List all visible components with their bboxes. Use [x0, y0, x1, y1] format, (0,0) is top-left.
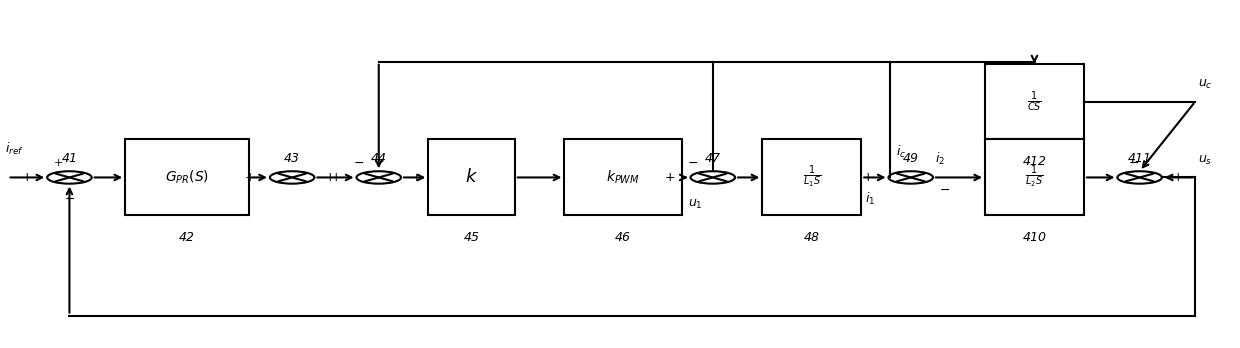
Text: $k_{PWM}$: $k_{PWM}$ — [606, 169, 640, 186]
Text: 47: 47 — [704, 152, 720, 165]
Text: $-$: $-$ — [64, 192, 74, 205]
Text: 411: 411 — [1127, 152, 1152, 165]
Text: $+$: $+$ — [330, 171, 342, 184]
Text: $+$: $+$ — [53, 158, 63, 168]
Text: $-$: $-$ — [939, 183, 950, 196]
Text: $k$: $k$ — [465, 168, 479, 187]
Text: $\frac{1}{CS}$: $\frac{1}{CS}$ — [1027, 89, 1042, 114]
Bar — [564, 140, 682, 215]
Text: 49: 49 — [903, 152, 919, 165]
Text: $+$: $+$ — [21, 171, 32, 184]
Text: 48: 48 — [804, 231, 820, 244]
Text: $i_{ref}$: $i_{ref}$ — [5, 141, 24, 157]
Text: $+$: $+$ — [410, 172, 422, 183]
Text: $\frac{1}{L_2S}$: $\frac{1}{L_2S}$ — [1025, 165, 1044, 190]
Text: $+$: $+$ — [1172, 171, 1183, 184]
Text: $i_c$: $i_c$ — [897, 144, 906, 160]
Text: $+$: $+$ — [665, 171, 676, 184]
Text: 43: 43 — [284, 152, 300, 165]
Text: 46: 46 — [615, 231, 631, 244]
Text: 42: 42 — [179, 231, 195, 244]
Text: 44: 44 — [371, 152, 387, 165]
Text: $-$: $-$ — [352, 156, 363, 168]
Bar — [985, 64, 1084, 140]
Text: $i_2$: $i_2$ — [935, 151, 946, 167]
Bar — [125, 140, 249, 215]
Bar — [428, 140, 515, 215]
Text: $u_c$: $u_c$ — [1198, 78, 1213, 91]
Text: $-$: $-$ — [1091, 171, 1102, 184]
Text: $u_1$: $u_1$ — [688, 198, 703, 211]
Text: 410: 410 — [1023, 231, 1047, 244]
Text: $-$: $-$ — [687, 156, 698, 168]
Text: 41: 41 — [62, 152, 77, 165]
Text: $G_{PR}(S)$: $G_{PR}(S)$ — [165, 169, 210, 186]
Text: $u_s$: $u_s$ — [1198, 154, 1211, 167]
Bar — [763, 140, 862, 215]
Text: $+$: $+$ — [244, 171, 255, 184]
Text: 45: 45 — [464, 231, 480, 244]
Text: $-$: $-$ — [1128, 156, 1140, 168]
Text: $i_1$: $i_1$ — [866, 191, 875, 207]
Text: 412: 412 — [1023, 155, 1047, 168]
Text: $\frac{1}{L_1S}$: $\frac{1}{L_1S}$ — [802, 165, 821, 190]
Text: $+$: $+$ — [325, 171, 336, 184]
Text: $+$: $+$ — [862, 171, 874, 184]
Bar — [985, 140, 1084, 215]
